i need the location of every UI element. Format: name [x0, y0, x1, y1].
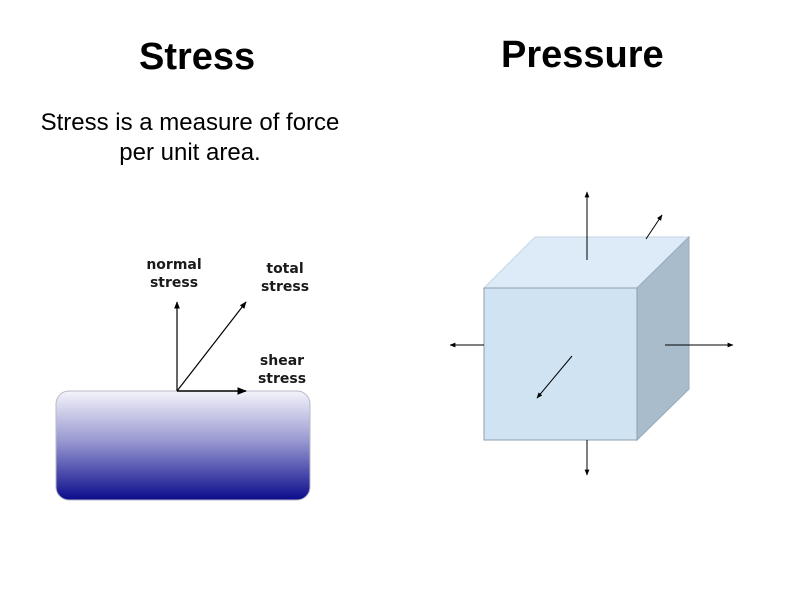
- shear-stress-label: shear stress: [248, 352, 316, 388]
- total-stress-label-line-2: stress: [260, 279, 310, 295]
- normal-stress-label-line-1: normal: [146, 257, 202, 273]
- pressure-arrow-back: [645, 214, 663, 240]
- normal-stress-label: normal stress: [138, 256, 210, 292]
- shear-stress-label-line-1: shear: [259, 353, 305, 369]
- pressure-title: Pressure: [501, 34, 664, 76]
- total-stress-label: total stress: [250, 260, 320, 296]
- normal-stress-label-line-2: stress: [149, 275, 199, 291]
- total-stress-arrow: [176, 301, 247, 392]
- cube-front-face: [483, 287, 638, 441]
- pressure-arrow-front: [536, 355, 573, 399]
- stress-description-line-1: Stress is a measure of force: [40, 109, 340, 136]
- shear-stress-label-line-2: stress: [257, 371, 307, 387]
- stress-description: Stress is a measure of force per unit ar…: [0, 108, 380, 168]
- total-stress-label-line-1: total: [266, 261, 304, 277]
- stress-description-line-2: per unit area.: [119, 139, 261, 166]
- stress-title: Stress: [139, 36, 256, 78]
- stress-block: [55, 390, 311, 501]
